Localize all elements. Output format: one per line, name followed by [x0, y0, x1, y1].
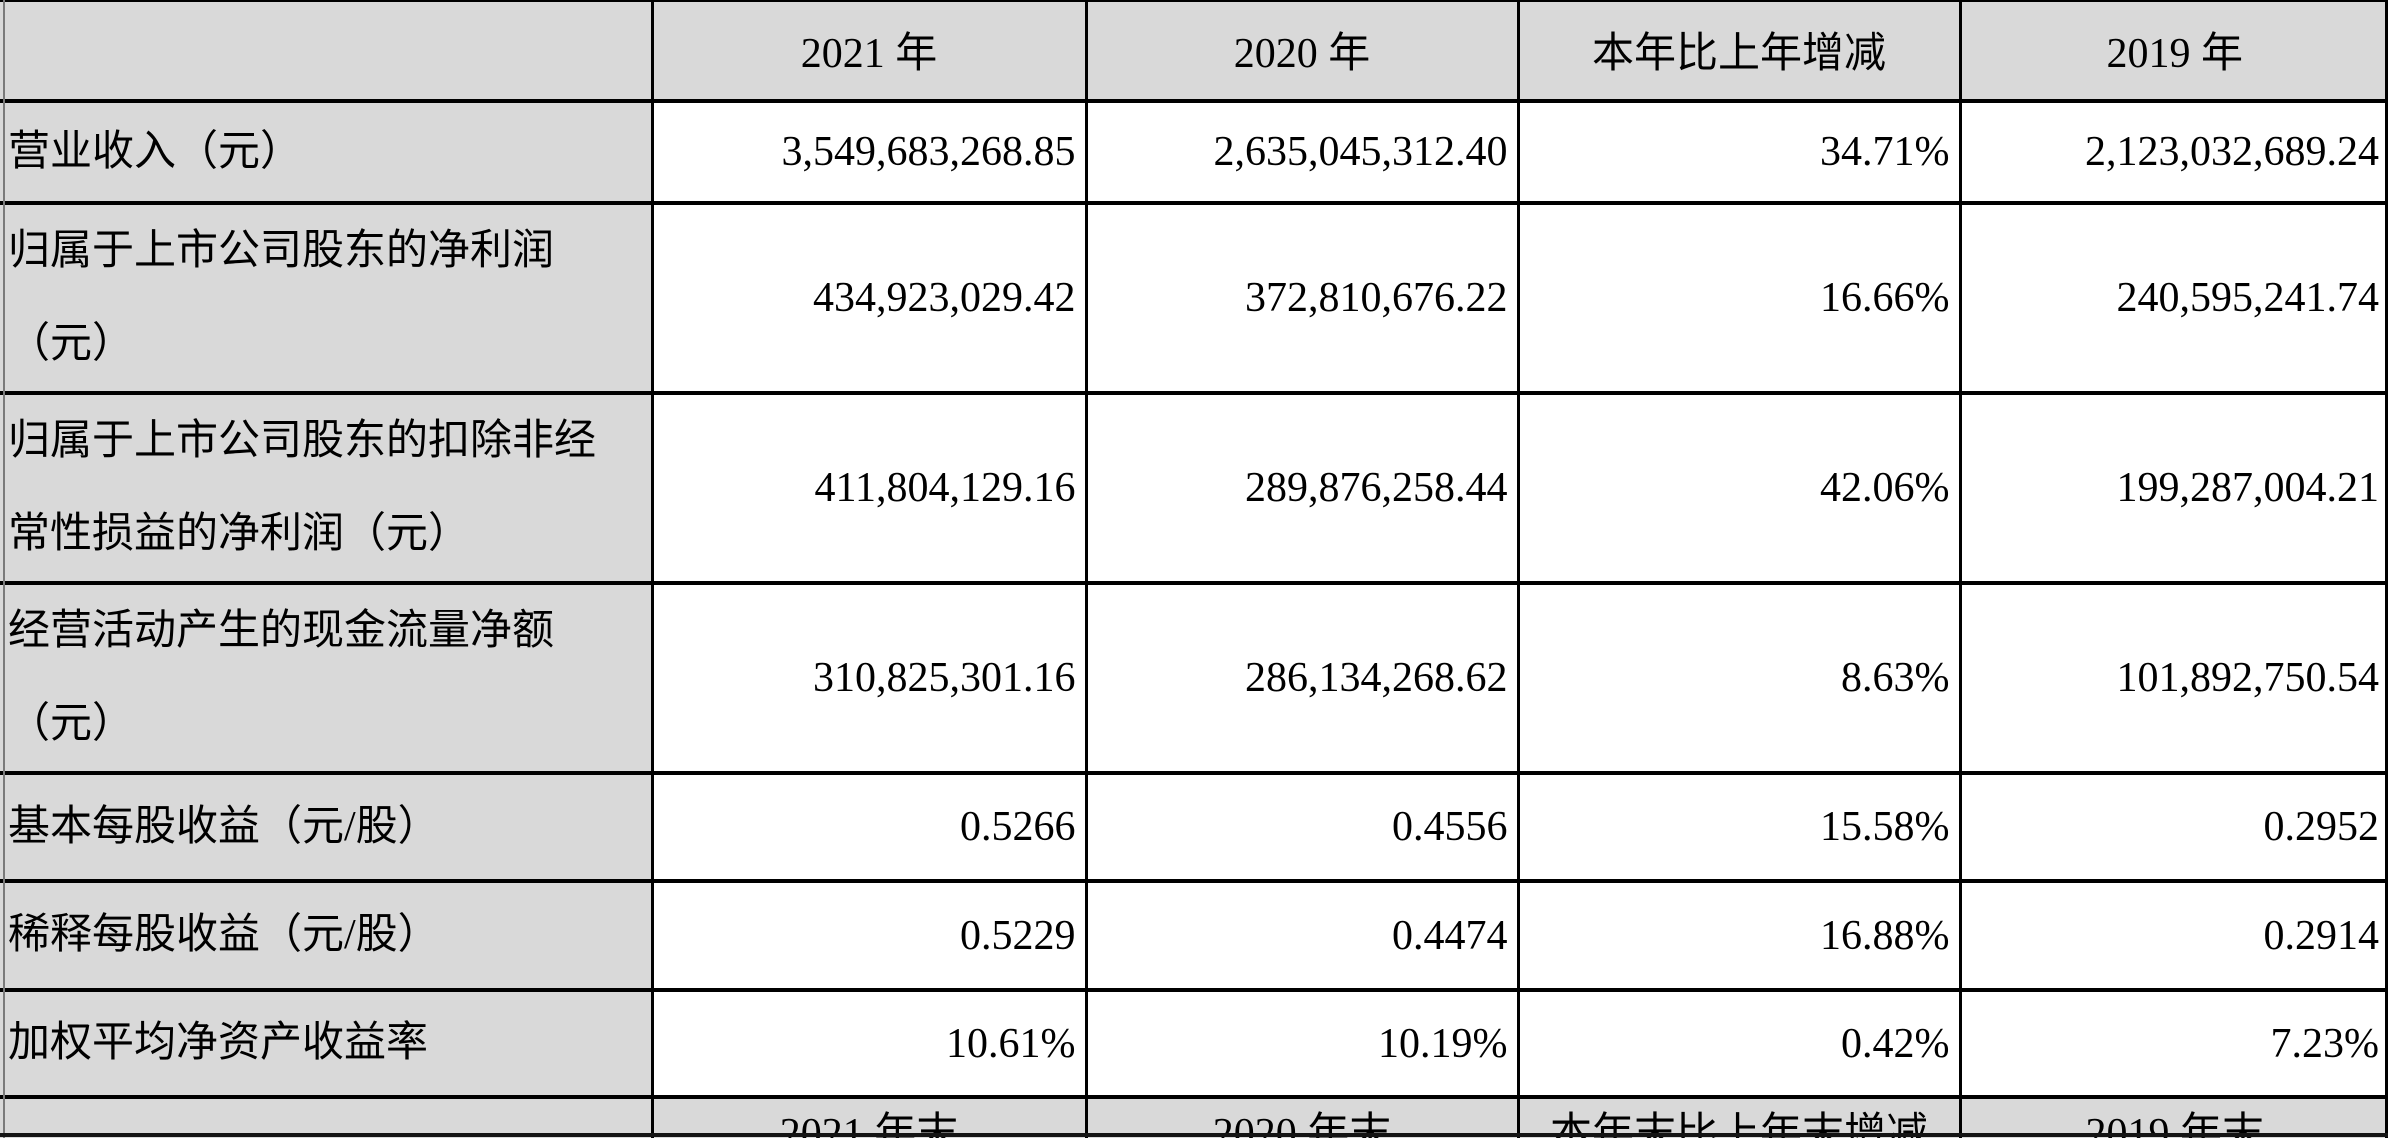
- table-row: 归属于上市公司股东的扣除非经 常性损益的净利润（元） 411,804,129.1…: [0, 391, 2388, 585]
- value-cell: 411,804,129.16: [650, 391, 1088, 585]
- column-header-yoy-end-change: 本年末比上年末增减: [1516, 1095, 1962, 1138]
- value-cell: 2,635,045,312.40: [1084, 99, 1520, 205]
- table-row: 经营活动产生的现金流量净额 （元） 310,825,301.16 286,134…: [0, 581, 2388, 775]
- value-cell: 2,123,032,689.24: [1958, 99, 2388, 205]
- value-cell: 0.5266: [650, 771, 1088, 883]
- row-label: 营业收入（元）: [0, 99, 654, 205]
- value-cell: 3,549,683,268.85: [650, 99, 1088, 205]
- value-cell: 289,876,258.44: [1084, 391, 1520, 585]
- value-cell: 10.19%: [1084, 988, 1520, 1099]
- value-cell: 372,810,676.22: [1084, 201, 1520, 395]
- row-label: 归属于上市公司股东的扣除非经 常性损益的净利润（元）: [0, 391, 654, 585]
- value-cell: 0.4474: [1084, 879, 1520, 992]
- value-cell: 0.5229: [650, 879, 1088, 992]
- table-row: 基本每股收益（元/股） 0.5266 0.4556 15.58% 0.2952: [0, 771, 2388, 883]
- value-cell: 199,287,004.21: [1958, 391, 2388, 585]
- row-label: 基本每股收益（元/股）: [0, 771, 654, 883]
- table-row: 归属于上市公司股东的净利润 （元） 434,923,029.42 372,810…: [0, 201, 2388, 395]
- column-header-2019-end: 2019 年末: [1958, 1095, 2388, 1138]
- value-cell: 101,892,750.54: [1958, 581, 2388, 775]
- row-label: 经营活动产生的现金流量净额 （元）: [0, 581, 654, 775]
- value-cell: 42.06%: [1516, 391, 1962, 585]
- value-cell: 0.2952: [1958, 771, 2388, 883]
- value-cell: 16.66%: [1516, 201, 1962, 395]
- value-cell: 0.42%: [1516, 988, 1962, 1099]
- value-cell: 434,923,029.42: [650, 201, 1088, 395]
- value-cell: 16.88%: [1516, 879, 1962, 992]
- value-cell: 310,825,301.16: [650, 581, 1088, 775]
- value-cell: 34.71%: [1516, 99, 1962, 205]
- value-cell: 0.2914: [1958, 879, 2388, 992]
- column-header-2021-end: 2021 年末: [650, 1095, 1088, 1138]
- column-header-2020-end: 2020 年末: [1084, 1095, 1520, 1138]
- value-cell: 286,134,268.62: [1084, 581, 1520, 775]
- value-cell: 8.63%: [1516, 581, 1962, 775]
- value-cell: 10.61%: [650, 988, 1088, 1099]
- table-top-border: [0, 0, 2388, 2]
- row-label: 加权平均净资产收益率: [0, 988, 654, 1099]
- row-label: 稀释每股收益（元/股）: [0, 879, 654, 992]
- table-bottom-border: [0, 1133, 2388, 1137]
- table-row: 营业收入（元） 3,549,683,268.85 2,635,045,312.4…: [0, 99, 2388, 205]
- table-row: 加权平均净资产收益率 10.61% 10.19% 0.42% 7.23%: [0, 988, 2388, 1099]
- table-right-border: [2385, 0, 2388, 1138]
- column-header-2021: 2021 年: [650, 0, 1088, 103]
- table-left-border: [3, 0, 5, 1138]
- empty-header-cell: [0, 0, 654, 103]
- table-row: 稀释每股收益（元/股） 0.5229 0.4474 16.88% 0.2914: [0, 879, 2388, 992]
- value-cell: 15.58%: [1516, 771, 1962, 883]
- header-row: 2021 年 2020 年 本年比上年增减 2019 年: [0, 0, 2388, 103]
- value-cell: 0.4556: [1084, 771, 1520, 883]
- empty-footer-cell: [0, 1095, 654, 1138]
- value-cell: 7.23%: [1958, 988, 2388, 1099]
- column-header-yoy-change: 本年比上年增减: [1516, 0, 1962, 103]
- column-header-2020: 2020 年: [1084, 0, 1520, 103]
- column-header-2019: 2019 年: [1958, 0, 2388, 103]
- footer-header-row: 2021 年末 2020 年末 本年末比上年末增减 2019 年末: [0, 1095, 2388, 1138]
- row-label: 归属于上市公司股东的净利润 （元）: [0, 201, 654, 395]
- value-cell: 240,595,241.74: [1958, 201, 2388, 395]
